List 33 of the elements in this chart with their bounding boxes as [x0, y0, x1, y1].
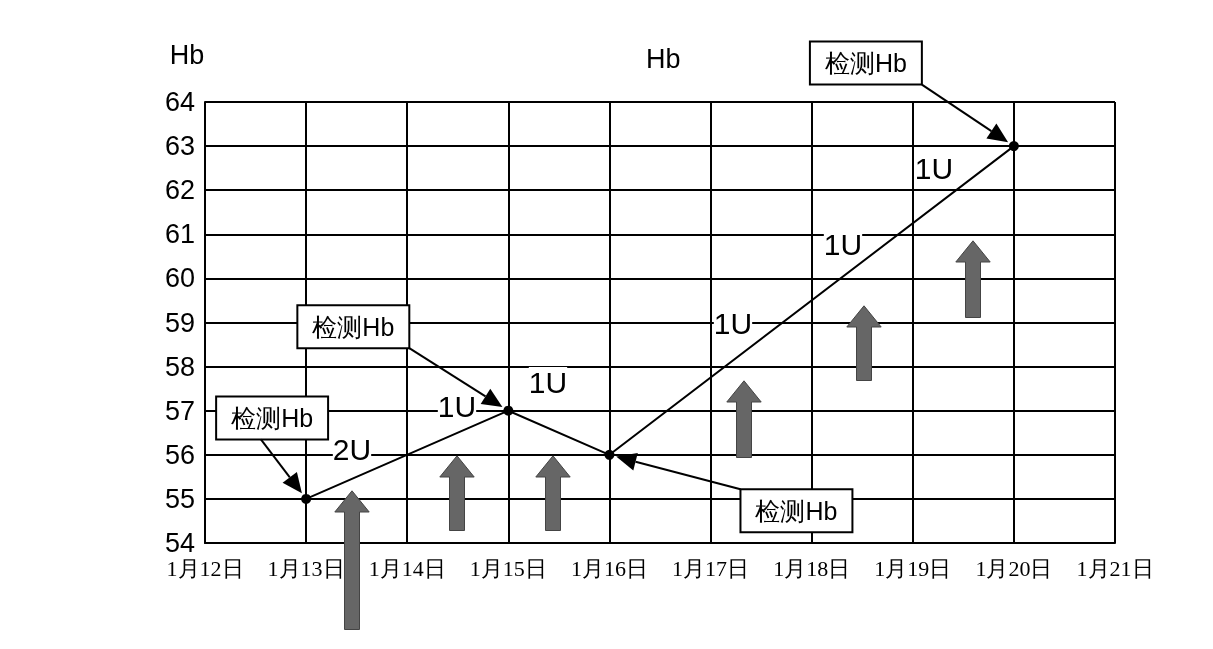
chart-title: Hb [646, 43, 681, 74]
y-tick-label: 64 [164, 87, 195, 117]
y-tick-label: 55 [164, 483, 195, 514]
annotation: 检测Hb [755, 496, 838, 525]
x-tick-label: 1月20日 [975, 555, 1053, 581]
annotation: 检测Hb [231, 403, 314, 432]
text: 检测Hb [824, 49, 907, 78]
x-tick-label: 1月19日 [874, 555, 952, 581]
annotation: 1U [437, 389, 477, 423]
x-tick-label: 1月13日 [267, 555, 345, 581]
x-tick-label: 1月16日 [570, 555, 648, 581]
x-tick-label: 1月14日 [368, 555, 446, 581]
annotation: 1U [713, 306, 753, 340]
y-tick-label: 57 [164, 395, 195, 426]
y-tick-label: 62 [164, 175, 195, 206]
y-tick-label: 61 [164, 219, 195, 250]
annotation: 1U [914, 151, 954, 185]
annotation: 检测Hb [312, 312, 395, 341]
y-tick-label: 54 [164, 528, 195, 558]
y-tick-label: 58 [164, 351, 195, 382]
x-tick-label: 1月21日 [1076, 555, 1154, 581]
annotation: 1U [823, 227, 863, 261]
annotation: 2U [332, 432, 372, 466]
y-tick-label: 59 [164, 307, 195, 338]
x-tick-label: 1月12日 [166, 555, 244, 581]
y-tick-label: 63 [164, 131, 195, 162]
annotation: 1U [528, 365, 568, 399]
x-tick-label: 1月15日 [469, 555, 547, 581]
y-axis-title: Hb [169, 39, 205, 70]
x-tick-label: 1月18日 [773, 555, 851, 581]
y-tick-label: 56 [164, 439, 195, 470]
x-tick-label: 1月17日 [672, 555, 750, 581]
y-tick-label: 60 [164, 263, 195, 294]
